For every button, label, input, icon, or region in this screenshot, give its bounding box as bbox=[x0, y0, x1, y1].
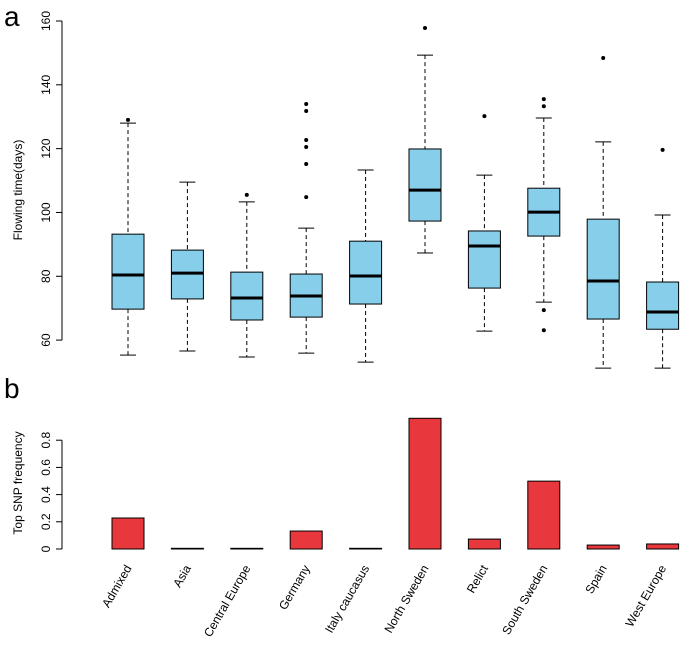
y-tick-label: 60 bbox=[39, 333, 53, 347]
box bbox=[467, 230, 501, 289]
outlier bbox=[304, 145, 309, 150]
box bbox=[646, 281, 680, 330]
y-tick-label: 0.6 bbox=[39, 459, 53, 476]
bar bbox=[349, 547, 383, 550]
outlier bbox=[304, 195, 309, 200]
outlier bbox=[660, 147, 665, 152]
outlier bbox=[482, 114, 487, 119]
bar bbox=[586, 544, 620, 550]
box bbox=[408, 148, 442, 222]
outlier bbox=[601, 56, 606, 61]
y-tick-label: 80 bbox=[39, 269, 53, 283]
bar bbox=[527, 480, 561, 550]
outlier bbox=[541, 104, 546, 109]
y-axis-label: Top SNP frequency bbox=[11, 431, 25, 534]
outlier bbox=[541, 328, 546, 333]
x-tick-label: South Sweden bbox=[499, 563, 550, 638]
x-tick-label: Relict bbox=[464, 562, 491, 596]
y-tick-label: 120 bbox=[39, 138, 53, 158]
x-tick-label: Spain bbox=[582, 563, 609, 597]
bar bbox=[170, 547, 204, 550]
bar bbox=[408, 417, 442, 550]
bar bbox=[646, 543, 680, 550]
y-tick-label: 100 bbox=[39, 202, 53, 222]
y-tick-label: 0.8 bbox=[39, 432, 53, 449]
bar bbox=[111, 517, 145, 550]
bar bbox=[230, 547, 264, 550]
panel-label: b bbox=[4, 373, 20, 404]
x-tick-label: Admixed bbox=[99, 563, 134, 610]
x-tick-label: Central Europe bbox=[201, 562, 254, 639]
outlier bbox=[304, 138, 309, 143]
outlier bbox=[244, 192, 249, 197]
x-tick-label: West Europe bbox=[622, 562, 669, 629]
y-tick-label: 160 bbox=[39, 11, 53, 31]
outlier bbox=[126, 117, 130, 122]
box bbox=[586, 218, 620, 320]
outlier bbox=[423, 26, 427, 31]
x-tick-label: North Sweden bbox=[381, 563, 431, 636]
y-tick-label: 0 bbox=[39, 545, 53, 552]
outlier bbox=[304, 101, 309, 106]
y-tick-label: 140 bbox=[39, 74, 53, 94]
outlier bbox=[541, 308, 546, 313]
outlier bbox=[541, 97, 546, 102]
x-tick-label: Italy caucasus bbox=[322, 563, 372, 636]
y-axis-label: Flowing time(days) bbox=[11, 140, 25, 241]
bar bbox=[289, 530, 323, 550]
y-tick-label: 0.2 bbox=[39, 513, 53, 530]
x-tick-label: Asia bbox=[170, 562, 194, 589]
outlier bbox=[304, 108, 309, 113]
box bbox=[111, 233, 145, 310]
box bbox=[349, 240, 383, 305]
box bbox=[230, 271, 264, 321]
outlier bbox=[304, 161, 309, 166]
bar bbox=[467, 538, 501, 550]
x-tick-label: Germany bbox=[276, 563, 313, 613]
y-tick-label: 0.4 bbox=[39, 486, 53, 503]
panel-label: a bbox=[4, 1, 20, 32]
